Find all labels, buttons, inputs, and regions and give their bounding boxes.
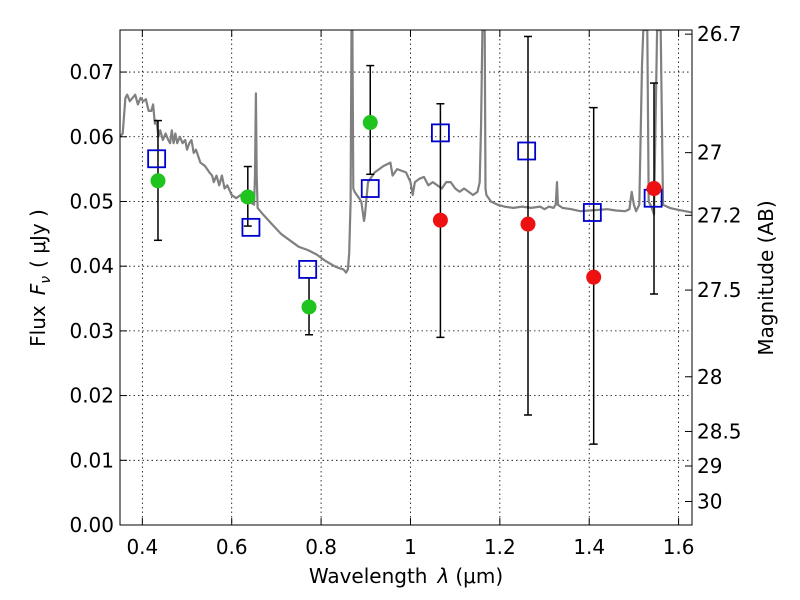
- y-tick-label: 0.01: [69, 448, 114, 472]
- red-data-point: [520, 216, 536, 232]
- x-tick-label: 0.6: [216, 535, 248, 559]
- y-tick-label: 0.02: [69, 384, 114, 408]
- y-tick-label: 0.06: [69, 125, 114, 149]
- red-data-point: [586, 269, 602, 285]
- model-square-point: [517, 141, 537, 161]
- grid: [120, 30, 692, 525]
- y-tick-label: 0.05: [69, 189, 114, 213]
- sed-model-curve: [120, 30, 692, 274]
- model-square-point: [582, 203, 602, 222]
- magnitude-tick-label: 30: [697, 490, 722, 514]
- sed-model-curve-layer: [120, 30, 692, 274]
- magnitude-tick-label: 26.7: [697, 22, 742, 46]
- points-layer: [147, 115, 663, 315]
- x-tick-label: 1.4: [573, 535, 605, 559]
- red-data-point: [646, 181, 662, 197]
- model-square-point: [298, 260, 318, 279]
- y-axis-symbol: F: [26, 283, 50, 295]
- magnitude-tick-label: 29: [697, 454, 722, 478]
- model-square-point: [360, 179, 380, 198]
- red-data-point: [432, 212, 448, 228]
- model-square-point: [241, 217, 261, 237]
- y-axis-unit: ( μJy ): [26, 209, 50, 268]
- magnitude-tick-label: 28.5: [697, 419, 742, 443]
- y-tick-label: 0.00: [69, 513, 114, 537]
- x-tick-label: 1.6: [663, 535, 695, 559]
- green-data-point: [362, 115, 378, 131]
- x-tick-label: 0.8: [305, 535, 337, 559]
- axes-layer: 0.4 0.6 0.8 1 1.2 1.4 1.6 0.00 0.01 0.02 0.03 0.04 0…: [69, 22, 741, 559]
- y-tick-label: 0.07: [69, 60, 114, 84]
- green-data-point: [301, 299, 317, 315]
- y-tick-label: 0.04: [69, 254, 114, 278]
- x-axis-symbol: λ: [437, 564, 450, 588]
- magnitude-axis-label: Magnitude (AB): [754, 200, 778, 355]
- magnitude-tick-label: 27.5: [697, 278, 742, 302]
- y-axis-label: Flux Fν ( μJy ): [26, 209, 54, 347]
- plot-frame: [119, 29, 693, 526]
- magnitude-tick-label: 27: [697, 141, 722, 165]
- y-axis-subscript: ν: [38, 276, 54, 284]
- x-axis-label: Wavelength λ (μm): [309, 564, 503, 588]
- green-data-point: [150, 173, 166, 189]
- y-axis-label-text: Flux: [26, 305, 50, 347]
- x-tick-label: 0.4: [126, 535, 158, 559]
- x-axis-unit: (μm): [455, 564, 503, 588]
- errorbar-layer: [153, 35, 659, 445]
- magnitude-tick-label: 28: [697, 365, 722, 389]
- magnitude-tick-label: 27.2: [697, 203, 742, 227]
- green-data-point: [240, 189, 256, 205]
- model-square-point: [431, 123, 450, 143]
- x-tick-label: 1.2: [484, 535, 516, 559]
- model-square-point: [147, 149, 167, 169]
- x-axis-label-text: Wavelength: [309, 564, 428, 588]
- y-tick-label: 0.03: [69, 319, 114, 343]
- x-tick-label: 1: [404, 535, 417, 559]
